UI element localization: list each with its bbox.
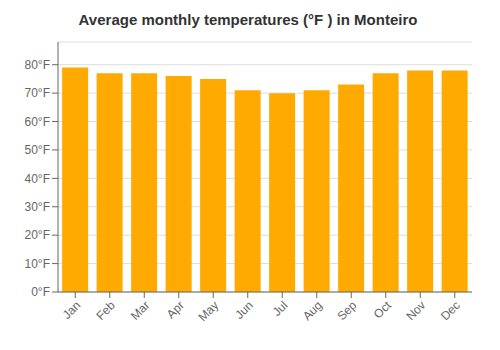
svg-text:40°F: 40°F	[25, 172, 50, 186]
svg-text:20°F: 20°F	[25, 228, 50, 242]
svg-text:Dec: Dec	[438, 298, 463, 323]
svg-text:Jul: Jul	[270, 298, 291, 319]
svg-text:Mar: Mar	[128, 298, 153, 323]
svg-text:50°F: 50°F	[25, 143, 50, 157]
svg-text:Aug: Aug	[300, 298, 325, 323]
html-text:Average monthly temperatures (: Average monthly temperatures (°F ) in Mo…	[78, 11, 418, 28]
svg-text:May: May	[195, 298, 221, 324]
svg-text:60°F: 60°F	[25, 115, 50, 129]
svg-text:Feb: Feb	[93, 298, 118, 323]
svg-text:Nov: Nov	[403, 298, 428, 323]
svg-text:Jun: Jun	[232, 298, 256, 322]
svg-text:Sep: Sep	[334, 298, 359, 323]
svg-text:Apr: Apr	[164, 298, 187, 321]
svg-text:0°F: 0°F	[31, 285, 50, 299]
svg-text:10°F: 10°F	[25, 257, 50, 271]
svg-text:Oct: Oct	[371, 298, 395, 322]
svg-text:Jan: Jan	[60, 298, 84, 322]
svg-text:70°F: 70°F	[25, 86, 50, 100]
svg-text:80°F: 80°F	[25, 58, 50, 72]
svg-text:30°F: 30°F	[25, 200, 50, 214]
